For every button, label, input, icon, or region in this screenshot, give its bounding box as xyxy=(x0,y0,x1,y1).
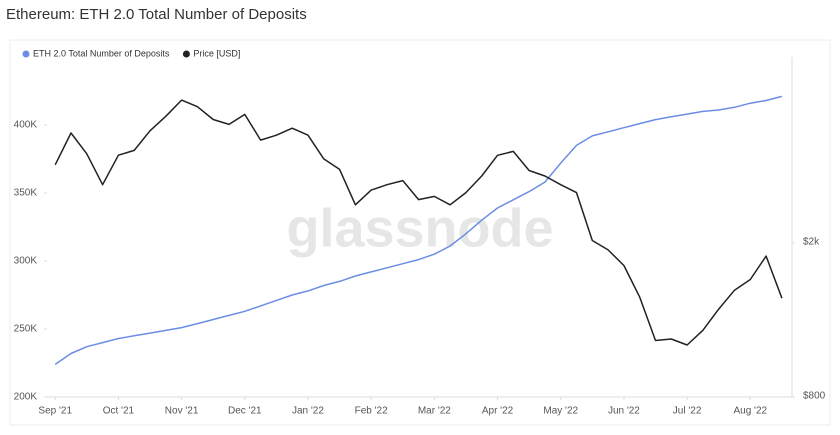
panel xyxy=(9,39,831,426)
x-tick-label: Oct '21 xyxy=(103,406,135,417)
y-tick-label: 400K xyxy=(14,120,38,131)
series-line xyxy=(54,99,783,346)
x-tick-label: Feb '22 xyxy=(355,406,388,417)
y2-tick-label: $800 xyxy=(803,391,826,402)
y-tick-label: 200K xyxy=(14,392,38,403)
series-line xyxy=(54,95,783,366)
legend-marker xyxy=(182,50,190,58)
x-tick-label: May '22 xyxy=(543,406,578,417)
x-tick-label: Sep '21 xyxy=(38,406,72,417)
x-tick-label: Jan '22 xyxy=(292,406,324,417)
y-tick-label: 300K xyxy=(14,256,38,267)
x-tick-label: Jun '22 xyxy=(608,406,640,417)
x-tick-label: Aug '22 xyxy=(733,406,767,417)
watermark: glassnode xyxy=(286,198,553,258)
y-tick-label: 250K xyxy=(14,324,38,335)
x-tick-label: Dec '21 xyxy=(228,406,262,417)
x-tick-label: Mar '22 xyxy=(418,406,451,417)
x-tick-label: Nov '21 xyxy=(165,406,199,417)
y2-tick-label: $2k xyxy=(803,237,820,248)
x-tick-label: Apr '22 xyxy=(482,406,514,417)
legend-marker xyxy=(22,50,30,58)
chart-title: Ethereum: ETH 2.0 Total Number of Deposi… xyxy=(6,6,307,23)
x-tick-label: Jul '22 xyxy=(673,406,702,417)
legend-label: ETH 2.0 Total Number of Deposits xyxy=(33,48,170,58)
y-tick-label: 350K xyxy=(14,188,38,199)
legend-label: Price [USD] xyxy=(193,48,240,58)
